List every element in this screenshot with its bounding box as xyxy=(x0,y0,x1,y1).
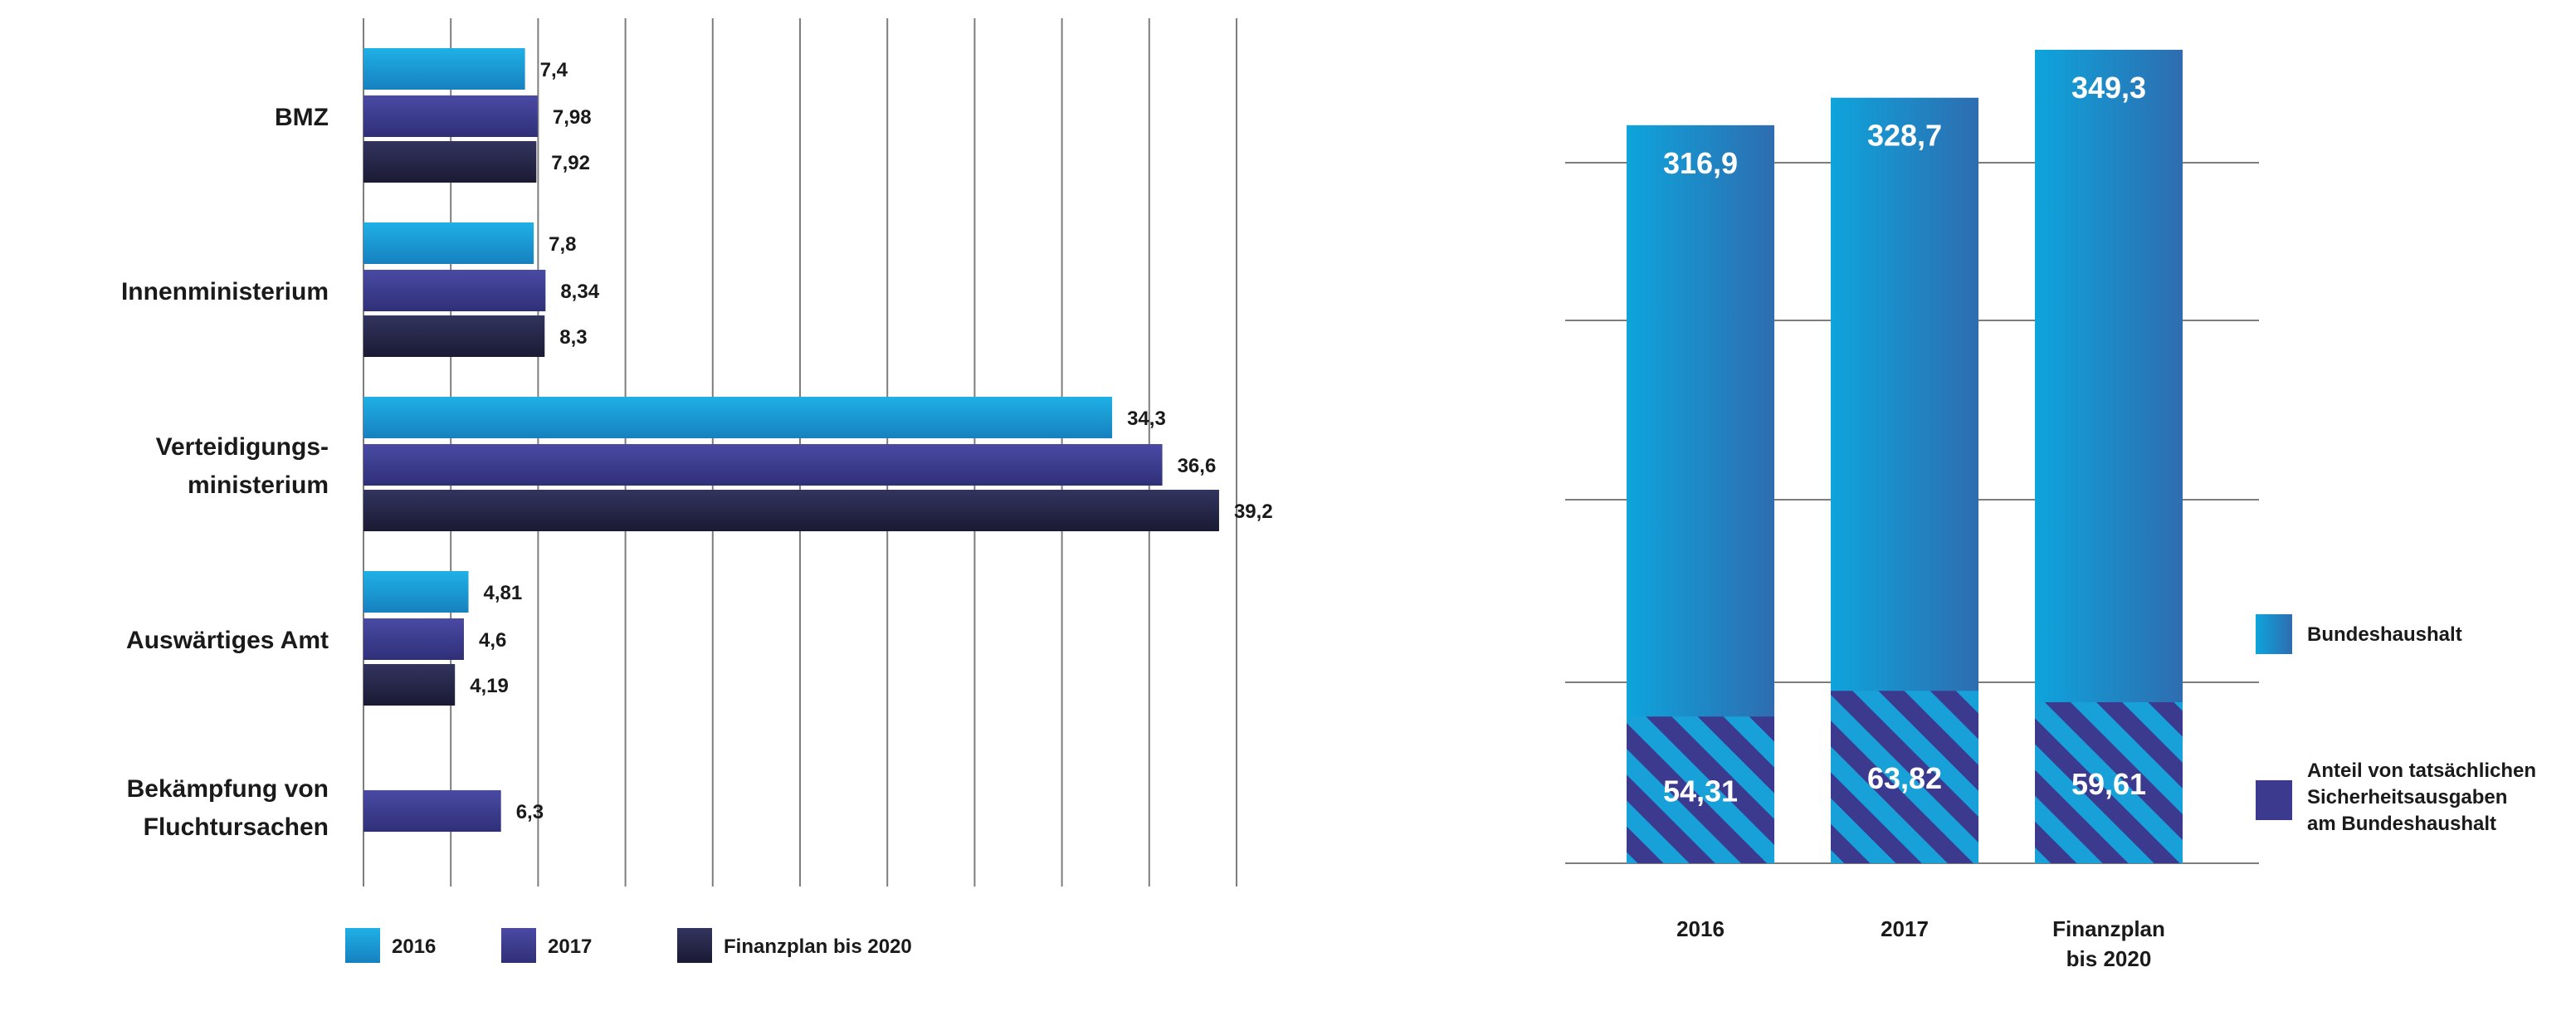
category-label-verteidigungs-ministerium: Verteidigungs-ministerium xyxy=(156,433,329,499)
bar-value-label: 34,3 xyxy=(1127,408,1166,430)
bar-value-label: 4,81 xyxy=(484,582,523,604)
bar-value-label: 7,98 xyxy=(553,106,592,129)
category-label-bekämpfung-von-fluchtursachen: Bekämpfung von Fluchtursachen xyxy=(127,775,329,841)
overlay-value-label: 63,82 xyxy=(1867,761,1942,795)
x-tick-label-2016: 2016 xyxy=(1676,916,1725,941)
bar-value-label: 8,34 xyxy=(560,281,599,303)
legend-swatch-2016 xyxy=(345,928,380,963)
bar-finanzplan-bis-2020-innenministerium xyxy=(363,315,545,357)
bar-anteil-finanzplan-bis-2020 xyxy=(2035,701,2183,863)
bar-value-label: 39,2 xyxy=(1234,501,1273,523)
legend-swatch-anteil xyxy=(2256,780,2292,820)
bar-finanzplan-bis-2020-verteidigungs-ministerium xyxy=(363,490,1219,531)
legend-swatch-finanzplan-bis-2020 xyxy=(677,928,712,963)
bar-2017-bekämpfung-von-fluchtursachen xyxy=(363,790,501,832)
bar-2016-innenministerium xyxy=(363,222,534,264)
overlay-value-label: 59,61 xyxy=(2071,767,2146,801)
bar-value-label: 349,3 xyxy=(2071,71,2146,105)
left-chart: BMZ 7,4 7,98 7,92 Innenministerium 7,8 8,34 8,3… xyxy=(121,18,1273,963)
bar-2017-verteidigungs-ministerium xyxy=(363,444,1163,486)
bar-2017-bmz xyxy=(363,95,538,137)
legend-label-bundeshaushalt: Bundeshaushalt xyxy=(2307,623,2462,646)
category-label-bmz: BMZ xyxy=(275,104,329,131)
bar-anteil-2016 xyxy=(1627,716,1774,863)
right-chart: 316,9 54,31 2016 328,7 63,82 2017 349,3 59,61 Fi… xyxy=(1565,49,2536,971)
bar-value-label: 316,9 xyxy=(1663,146,1738,180)
bar-value-label: 6,3 xyxy=(516,801,544,823)
x-tick-label-finanzplan-bis-2020: Finanzplan bis 2020 xyxy=(2052,916,2165,971)
bar-2016-bmz xyxy=(363,48,525,90)
bar-value-label: 328,7 xyxy=(1867,119,1942,153)
bar-value-label: 7,8 xyxy=(549,233,576,256)
bar-value-label: 36,6 xyxy=(1178,455,1217,477)
bar-2016-auswärtiges-amt xyxy=(363,571,469,613)
bar-finanzplan-bis-2020-auswärtiges-amt xyxy=(363,664,456,706)
bar-2016-verteidigungs-ministerium xyxy=(363,397,1113,438)
overlay-value-label: 54,31 xyxy=(1663,774,1738,808)
bar-finanzplan-bis-2020-bmz xyxy=(363,141,537,183)
legend-swatch-bundeshaushalt xyxy=(2256,614,2292,654)
bar-value-label: 7,4 xyxy=(540,59,568,81)
legend-swatch-2017 xyxy=(501,928,536,963)
legend-label-2016: 2016 xyxy=(392,935,436,958)
bar-value-label: 7,92 xyxy=(551,152,590,174)
bar-2017-auswärtiges-amt xyxy=(363,618,464,660)
legend-label-finanzplan-bis-2020: Finanzplan bis 2020 xyxy=(724,935,912,958)
x-tick-label-2017: 2017 xyxy=(1881,916,1929,941)
legend-label-2017: 2017 xyxy=(548,935,592,958)
category-label-innenministerium: Innenministerium xyxy=(121,278,329,305)
bar-value-label: 4,19 xyxy=(470,675,509,697)
category-label-auswärtiges-amt: Auswärtiges Amt xyxy=(126,627,329,654)
bar-2017-innenministerium xyxy=(363,270,546,311)
bar-anteil-2017 xyxy=(1831,691,1978,863)
bar-value-label: 4,6 xyxy=(479,629,506,652)
legend-label-anteil: Anteil von tatsächlichen Sicherheitsausga… xyxy=(2307,760,2536,835)
bar-value-label: 8,3 xyxy=(559,326,587,349)
